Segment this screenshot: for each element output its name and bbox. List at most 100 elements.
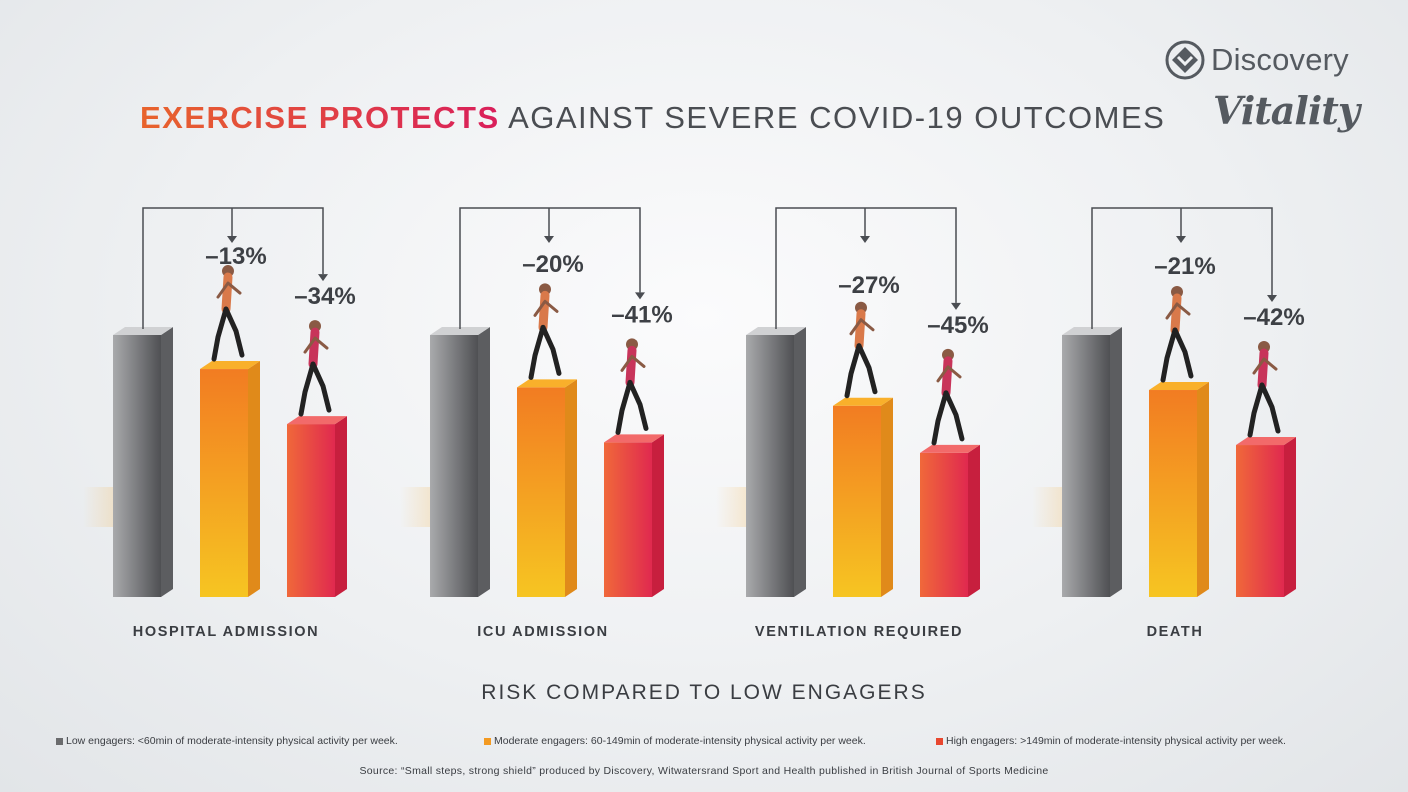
bar-high <box>920 452 968 597</box>
bar-side-moderate <box>1197 382 1209 597</box>
legend-item-high: High engagers: >149min of moderate-inten… <box>936 735 1286 747</box>
label-high: –41% <box>611 301 672 328</box>
runner-icon <box>1247 341 1281 438</box>
bar-group: –20% –41% ICU ADMISSION <box>400 207 673 640</box>
legend-swatch-high <box>936 737 943 745</box>
runner-arms <box>849 318 875 336</box>
runner-leg-front <box>540 324 562 376</box>
bar-side-low <box>478 327 490 597</box>
logo-brand: Discovery <box>1211 42 1349 77</box>
runner-arms <box>1252 357 1278 375</box>
page-title: EXERCISE PROTECTS AGAINST SEVERE COVID-1… <box>140 100 1165 136</box>
label-moderate: –27% <box>838 272 899 299</box>
runner-leg-back <box>615 379 633 435</box>
label-moderate: –21% <box>1154 253 1215 280</box>
label-high: –34% <box>294 283 355 310</box>
legend-text-low: Low engagers: <60min of moderate-intensi… <box>66 735 398 747</box>
bar-top-moderate <box>517 379 577 388</box>
bar-side-moderate <box>248 361 260 597</box>
category-label: DEATH <box>1147 624 1204 640</box>
runner-arms <box>620 354 646 372</box>
runner-leg-front <box>856 343 878 395</box>
arrow-moderate <box>544 236 554 243</box>
bar-top-high <box>287 416 347 425</box>
bar-top-moderate <box>1149 382 1209 391</box>
bar-top-high <box>920 444 980 453</box>
bar-top-high <box>1236 437 1296 446</box>
runner-arms <box>936 365 962 383</box>
runner-leg-back <box>1247 382 1265 438</box>
runner-leg-back <box>844 343 862 399</box>
legend-item-moderate: Moderate engagers: 60-149min of moderate… <box>484 735 866 747</box>
arrow-high <box>1267 295 1277 303</box>
x-axis-label: RISK COMPARED TO LOW ENGAGERS <box>481 681 927 704</box>
bar-moderate <box>517 387 565 597</box>
logo-program: Vitality <box>1213 88 1360 133</box>
arrow-high <box>635 292 645 300</box>
bar-high <box>604 442 652 597</box>
legend-text-high: High engagers: >149min of moderate-inten… <box>946 735 1286 747</box>
bar-top-low <box>430 327 490 335</box>
runner-arms <box>216 281 242 299</box>
bar-moderate <box>1149 390 1197 597</box>
bar-side-moderate <box>881 397 893 597</box>
runner-arms <box>533 299 559 317</box>
runner-arms <box>303 336 329 354</box>
bracket-line <box>1091 207 1273 329</box>
bar-side-low <box>794 327 806 597</box>
title-rest: AGAINST SEVERE COVID-19 OUTCOMES <box>508 100 1166 135</box>
runner-icon <box>528 283 562 380</box>
bar-moderate <box>200 369 248 597</box>
bar-top-low <box>746 327 806 335</box>
runner-leg-front <box>943 390 965 442</box>
bar-low <box>430 335 478 597</box>
runner-icon <box>1160 286 1194 383</box>
bar-top-moderate <box>833 397 893 406</box>
arrow-moderate <box>1176 236 1186 243</box>
legend-item-low: Low engagers: <60min of moderate-intensi… <box>56 735 398 747</box>
bar-moderate <box>833 405 881 597</box>
label-high: –42% <box>1243 304 1304 331</box>
legend-swatch-low <box>56 737 63 745</box>
runner-leg-back <box>1160 327 1178 383</box>
runner-icon <box>844 301 878 399</box>
runner-arms <box>1165 302 1191 320</box>
runner-leg-back <box>211 306 229 362</box>
bar-side-high <box>1284 437 1296 597</box>
discovery-vitality-logo: Discovery Vitality <box>1165 40 1375 150</box>
runner-leg-front <box>310 361 332 413</box>
category-label: ICU ADMISSION <box>477 624 608 640</box>
runner-leg-front <box>1172 327 1194 379</box>
bar-side-moderate <box>565 379 577 597</box>
bar-side-low <box>1110 327 1122 597</box>
runner-icon <box>211 265 245 362</box>
bar-chart: –13% –34% HOSPITAL ADMISSION –20% –41% ICU AD… <box>83 207 1305 640</box>
runner-icon <box>931 348 965 446</box>
bar-low <box>1062 335 1110 597</box>
discovery-diamond-icon <box>1165 40 1205 80</box>
title-bold: EXERCISE PROTECTS <box>140 100 500 135</box>
bar-side-high <box>335 416 347 597</box>
category-label: VENTILATION REQUIRED <box>755 624 963 640</box>
runner-leg-front <box>627 379 649 431</box>
bracket-line <box>459 207 641 329</box>
runner-icon <box>615 338 649 435</box>
arrow-moderate <box>227 236 237 243</box>
legend-text-moderate: Moderate engagers: 60-149min of moderate… <box>494 735 866 747</box>
bar-side-high <box>652 434 664 597</box>
arrow-moderate <box>860 236 870 243</box>
label-high: –45% <box>927 312 988 339</box>
bracket-line <box>142 207 324 329</box>
bar-group: –13% –34% HOSPITAL ADMISSION <box>83 207 356 640</box>
runner-leg-back <box>528 324 546 380</box>
runner-leg-front <box>223 306 245 358</box>
bar-side-low <box>161 327 173 597</box>
bar-high <box>1236 445 1284 597</box>
category-label: HOSPITAL ADMISSION <box>133 624 319 640</box>
runner-leg-back <box>931 390 949 446</box>
label-moderate: –13% <box>205 243 266 270</box>
arrow-high <box>318 274 328 282</box>
bracket-line <box>775 207 957 329</box>
bar-top-moderate <box>200 361 260 370</box>
bar-top-high <box>604 434 664 443</box>
